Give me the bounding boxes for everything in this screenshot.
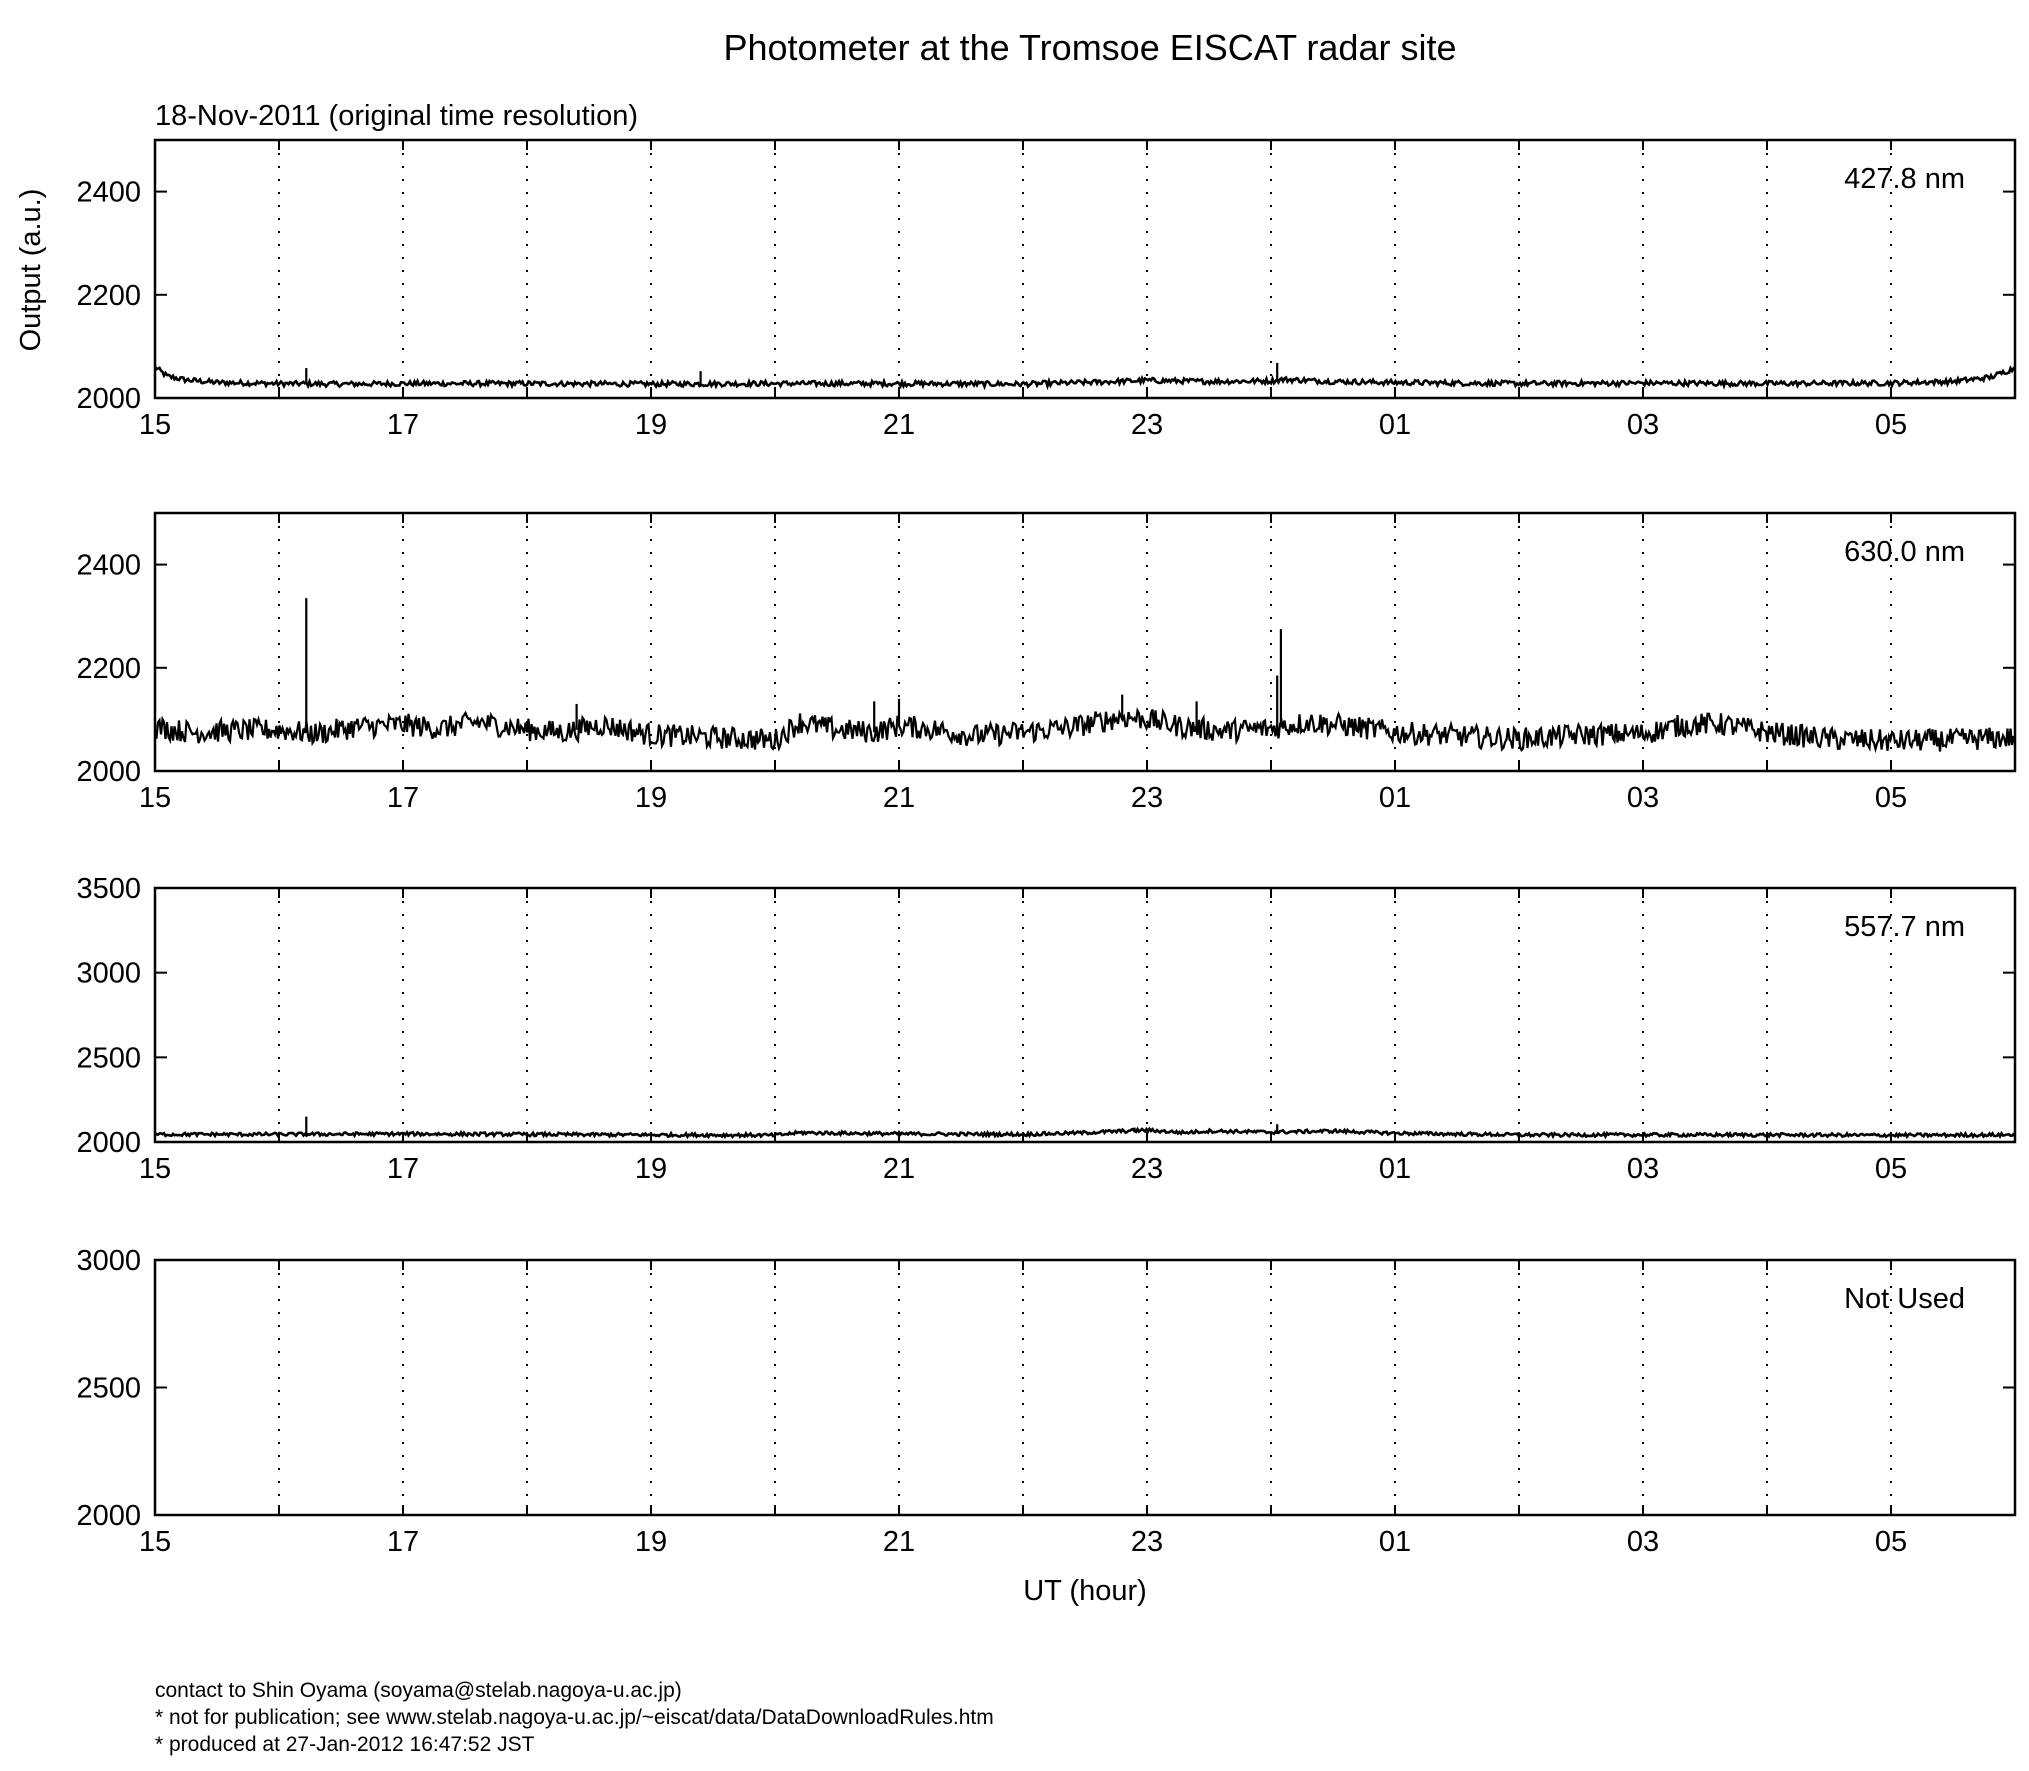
x-tick-label: 17 xyxy=(387,782,419,814)
y-tick-label: 2400 xyxy=(76,550,141,582)
y-tick-label: 3000 xyxy=(76,958,141,990)
y-tick-label: 2400 xyxy=(76,177,141,209)
plot-frame xyxy=(153,138,2017,400)
x-tick-label: 05 xyxy=(1875,1153,1907,1185)
x-tick-label: 03 xyxy=(1627,409,1659,441)
x-tick-label: 05 xyxy=(1875,782,1907,814)
x-tick-label: 15 xyxy=(139,1526,171,1558)
x-tick-label: 01 xyxy=(1379,782,1411,814)
plot-frame xyxy=(153,1258,2017,1517)
x-tick-label: 23 xyxy=(1131,1153,1163,1185)
x-tick-label: 15 xyxy=(139,1153,171,1185)
series-line xyxy=(154,1126,2017,1140)
y-tick-label: 2500 xyxy=(76,1042,141,1074)
x-tick-label: 23 xyxy=(1131,782,1163,814)
figure-title: Photometer at the Tromsoe EISCAT radar s… xyxy=(724,27,1457,68)
x-tick-label: 15 xyxy=(139,409,171,441)
y-tick-label: 2000 xyxy=(76,756,141,788)
series-label: 630.0 nm xyxy=(1844,536,1965,568)
x-tick-label: 23 xyxy=(1131,409,1163,441)
footer-publication-note: * not for publication; see www.stelab.na… xyxy=(155,1706,994,1729)
series-label: Not Used xyxy=(1844,1283,1965,1315)
y-tick-label: 2200 xyxy=(76,280,141,312)
x-tick-label: 21 xyxy=(883,1153,915,1185)
x-tick-label: 01 xyxy=(1379,1153,1411,1185)
x-tick-label: 01 xyxy=(1379,409,1411,441)
x-tick-label: 17 xyxy=(387,409,419,441)
footer-produced-at: * produced at 27-Jan-2012 16:47:52 JST xyxy=(155,1733,535,1756)
y-tick-label: 2000 xyxy=(76,1500,141,1532)
x-tick-label: 19 xyxy=(635,1526,667,1558)
y-tick-label: 3000 xyxy=(76,1245,141,1277)
x-tick-label: 17 xyxy=(387,1526,419,1558)
y-tick-label: 2200 xyxy=(76,653,141,685)
panel-427-8nm: 2000 2200 2400 15 17 19 21 23 01 03 05 427.8 nm xyxy=(76,138,2017,441)
x-tick-label: 21 xyxy=(883,782,915,814)
panel-630-0nm: 2000 2200 2400 15 17 19 21 23 01 03 05 630.0 nm xyxy=(76,511,2017,814)
date-subtitle: 18-Nov-2011 (original time resolution) xyxy=(155,100,638,132)
series-line xyxy=(154,707,2017,754)
x-axis-label: UT (hour) xyxy=(1023,1575,1147,1607)
x-tick-label: 19 xyxy=(635,409,667,441)
series-line xyxy=(153,365,2016,391)
x-tick-label: 01 xyxy=(1379,1526,1411,1558)
x-tick-label: 15 xyxy=(139,782,171,814)
x-tick-label: 03 xyxy=(1627,1153,1659,1185)
x-tick-label: 19 xyxy=(635,782,667,814)
x-tick-label: 21 xyxy=(883,409,915,441)
plot-frame xyxy=(153,886,2017,1144)
y-tick-label: 2000 xyxy=(76,383,141,415)
panel-not-used: 2000 2500 3000 15 17 19 21 23 01 03 05 Not Used xyxy=(76,1245,2017,1558)
x-tick-label: 23 xyxy=(1131,1526,1163,1558)
panel-557-7nm: 2000 2500 3000 3500 15 17 19 21 23 01 03 05 557.7 nm xyxy=(76,873,2017,1185)
x-tick-label: 05 xyxy=(1875,409,1907,441)
x-tick-label: 21 xyxy=(883,1526,915,1558)
y-tick-label: 2500 xyxy=(76,1373,141,1405)
x-tick-label: 03 xyxy=(1627,782,1659,814)
footer-contact: contact to Shin Oyama (soyama@stelab.nag… xyxy=(155,1679,682,1702)
x-tick-label: 05 xyxy=(1875,1526,1907,1558)
series-label: 427.8 nm xyxy=(1844,163,1965,195)
x-tick-label: 19 xyxy=(635,1153,667,1185)
plot-frame xyxy=(153,511,2017,773)
y-tick-label: 2000 xyxy=(76,1127,141,1159)
y-tick-label: 3500 xyxy=(76,873,141,905)
x-tick-label: 03 xyxy=(1627,1526,1659,1558)
series-label: 557.7 nm xyxy=(1844,911,1965,943)
y-axis-label: Output (a.u.) xyxy=(15,189,47,352)
x-tick-label: 17 xyxy=(387,1153,419,1185)
